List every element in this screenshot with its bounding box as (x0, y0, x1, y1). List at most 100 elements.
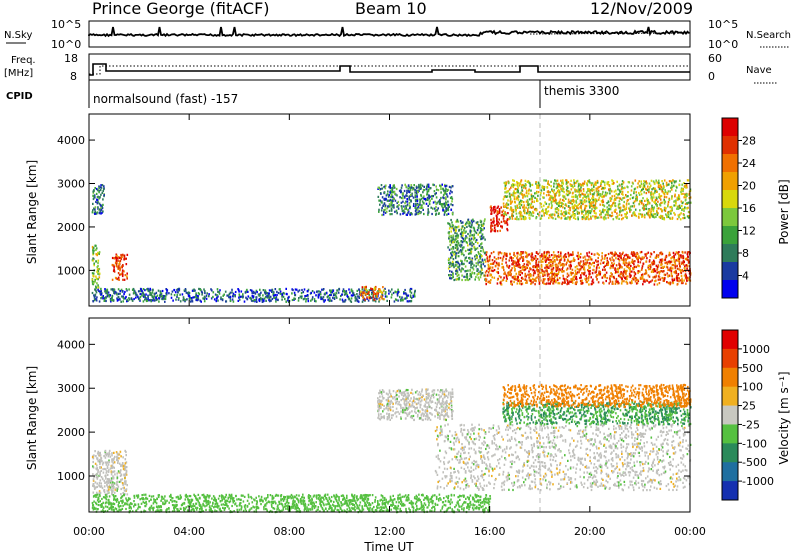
echo-cell (291, 292, 293, 295)
echo-cell (460, 240, 462, 243)
echo-cell (557, 268, 559, 271)
echo-cell (394, 210, 396, 213)
echo-cell (574, 204, 577, 207)
echo-cell (565, 179, 567, 182)
echo-cell (653, 251, 655, 254)
echo-cell (631, 214, 633, 217)
echo-cell (392, 205, 394, 208)
echo-cell (518, 282, 521, 285)
echo-cell (480, 267, 483, 270)
echo-cell (457, 242, 460, 245)
echo-cell (659, 270, 662, 273)
echo-cell (197, 298, 200, 301)
echo-cell (474, 237, 476, 240)
echo-cell (100, 208, 103, 211)
nsky-tick-high: 10^5 (51, 18, 81, 31)
echo-cell (556, 185, 559, 188)
echo-cell (468, 221, 471, 224)
echo-cell (556, 179, 559, 182)
echo-cell (96, 187, 98, 191)
echo-cell (469, 257, 471, 261)
echo-cell (686, 253, 689, 256)
echo-cell (333, 297, 336, 300)
echo-cell (455, 226, 457, 229)
echo-cell (242, 293, 244, 296)
echo-cell (508, 266, 510, 269)
echo-cell (497, 271, 500, 275)
echo-cell (604, 275, 606, 278)
echo-cell (625, 275, 628, 278)
echo-cell (399, 295, 401, 299)
echo-cell (472, 226, 475, 229)
echo-cell (523, 263, 526, 266)
echo-cell (94, 210, 96, 213)
echo-cell (488, 259, 491, 262)
echo-cell (488, 258, 491, 261)
echo-cell (679, 218, 682, 221)
echo-cell (454, 264, 457, 267)
echo-cell (687, 251, 690, 254)
echo-cell (277, 298, 279, 302)
echo-cell (519, 213, 522, 216)
echo-cell (432, 201, 435, 204)
echo-cell (577, 188, 580, 191)
echo-cell (629, 275, 631, 279)
echo-cell (573, 209, 576, 212)
echo-cell (678, 277, 680, 280)
echo-cell (516, 196, 519, 200)
echo-cell (519, 253, 521, 256)
echo-cell (557, 272, 559, 276)
echo-cell (546, 272, 549, 275)
echo-cell (490, 222, 493, 225)
echo-cell (419, 207, 421, 210)
echo-cell (543, 196, 545, 199)
echo-cell (300, 296, 303, 300)
echo-cell (521, 189, 523, 192)
echo-cell (598, 270, 600, 273)
echo-cell (641, 275, 644, 278)
echo-cell (553, 255, 556, 259)
echo-cell (450, 196, 453, 199)
echo-cell (271, 289, 274, 292)
echo-cell (480, 271, 482, 274)
echo-cell (552, 191, 555, 194)
echo-cell (567, 274, 570, 277)
echo-cell (461, 274, 463, 277)
echo-cell (596, 179, 599, 183)
echo-cell (449, 277, 451, 280)
echo-cell (502, 255, 505, 258)
echo-cell (575, 201, 578, 204)
echo-cell (589, 206, 591, 209)
echo-cell (615, 189, 617, 192)
echo-cell (378, 199, 380, 202)
echo-cell (463, 240, 465, 243)
echo-cell (110, 288, 112, 291)
echo-cell (646, 182, 648, 185)
echo-cell (452, 273, 454, 276)
echo-cell (558, 262, 560, 265)
echo-cell (649, 263, 652, 267)
echo-cell (349, 291, 351, 294)
echo-cell (496, 282, 499, 285)
echo-cell (641, 215, 643, 218)
echo-cell (428, 194, 430, 197)
echo-cell (329, 294, 331, 297)
echo-cell (682, 270, 684, 273)
echo-cell (659, 278, 661, 281)
echo-cell (99, 292, 101, 295)
echo-cell (675, 270, 677, 273)
echo-cell (243, 300, 246, 303)
echo-cell (683, 216, 686, 220)
echo-cell (677, 198, 679, 201)
echo-cell (424, 197, 427, 201)
echo-cell (515, 209, 517, 212)
echo-cell (159, 293, 162, 296)
echo-cell (668, 260, 671, 263)
echo-cell (497, 257, 500, 260)
echo-cell (569, 206, 571, 210)
echo-cell (657, 265, 660, 268)
echo-cell (640, 180, 642, 183)
echo-cell (116, 455, 118, 458)
echo-cell (460, 228, 463, 231)
echo-cell (221, 299, 224, 302)
